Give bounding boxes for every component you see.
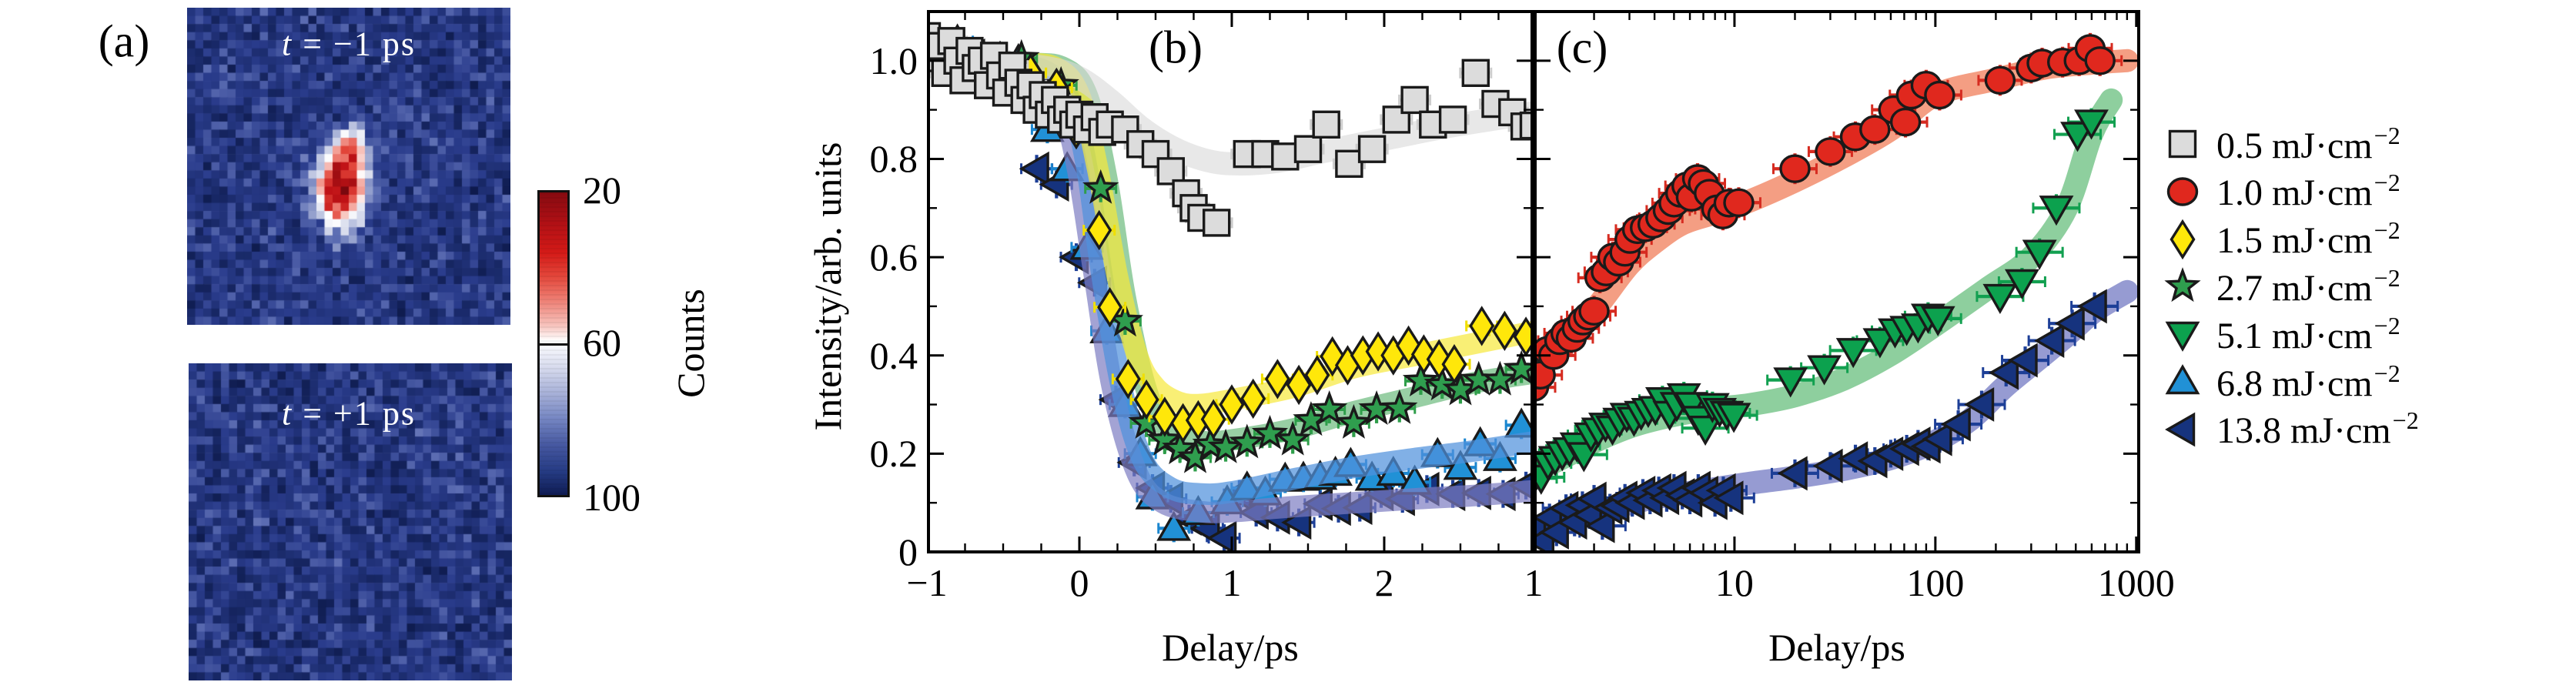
axes-ticks [927, 10, 1534, 553]
y-tick-label: 0.6 [869, 236, 918, 279]
legend-item-1.0: 1.0 mJ·cm−2 [2161, 169, 2400, 214]
legend-marker-circle-icon [2166, 177, 2199, 206]
series-5.1 mJ·cm⁻² [1534, 108, 2116, 496]
panel-c-x-axis-title: Delay/ps [1768, 626, 1905, 669]
series-0.5 mJ·cm⁻² [927, 22, 1534, 237]
panel-b-letter: (b) [1149, 22, 1203, 73]
legend-label: 2.7 mJ·cm−2 [2216, 263, 2400, 309]
x-tick-label: 1 [1524, 561, 1544, 604]
colorbar-title: Counts [669, 289, 712, 398]
colorbar-midline [540, 343, 567, 346]
legend-item-13.8: 13.8 mJ·cm−2 [2161, 406, 2419, 452]
legend-marker-tridown-icon [2165, 321, 2200, 353]
legend-label: 6.8 mJ·cm−2 [2216, 359, 2400, 404]
panel-b-x-axis-title: Delay/ps [1162, 626, 1299, 669]
legend-marker-square-icon [2168, 129, 2197, 159]
panel-c-letter: (c) [1556, 22, 1608, 73]
x-tick-label: 1000 [2097, 561, 2175, 604]
legend-label: 1.0 mJ·cm−2 [2216, 169, 2400, 214]
legend-item-2.7: 2.7 mJ·cm−2 [2161, 263, 2400, 309]
fit-1.0 [1534, 48, 2139, 383]
colorbar [537, 190, 570, 497]
legend-label: 13.8 mJ·cm−2 [2216, 406, 2419, 452]
time-value: = +1 ps [293, 394, 416, 433]
y-tick-label: 0.2 [869, 432, 918, 476]
axes-ticks [1534, 10, 2140, 553]
x-tick-label: 10 [1715, 561, 1754, 604]
x-tick-label: 1 [1222, 561, 1242, 604]
series-13.8 mJ·cm⁻² [1534, 289, 2119, 553]
panel-b-plot [927, 10, 1534, 553]
time-variable: t [282, 394, 293, 433]
colorbar-tick-20: 20 [583, 169, 621, 212]
time-value: = −1 ps [293, 25, 416, 63]
x-tick-label: 2 [1374, 561, 1394, 604]
x-tick-label: −1 [906, 561, 948, 604]
diffraction-heatmap-before [187, 8, 510, 325]
series-1.0 mJ·cm⁻² [1534, 32, 2123, 403]
legend-marker-diamond-icon [2170, 219, 2196, 259]
legend-marker-trileft-icon [2165, 412, 2196, 447]
x-tick-label: 0 [1069, 561, 1089, 604]
y-tick-label: 0 [898, 530, 918, 573]
legend-marker-star-icon [2164, 267, 2201, 303]
y-tick-label: 0.8 [869, 137, 918, 181]
colorbar-tick-100: 100 [583, 476, 641, 519]
diffraction-heatmap-after [189, 363, 512, 680]
legend-item-6.8: 6.8 mJ·cm−2 [2161, 359, 2400, 404]
time-variable: t [282, 25, 293, 63]
y-axis-title: Intensity/arb. units [806, 142, 849, 431]
y-tick-label: 0.4 [869, 333, 918, 377]
legend-label: 5.1 mJ·cm−2 [2216, 311, 2400, 356]
heatmap-title-before: t = −1 ps [282, 25, 416, 64]
legend-item-0.5: 0.5 mJ·cm−2 [2161, 121, 2400, 166]
x-tick-label: 100 [1906, 561, 1965, 604]
panel-c-plot [1534, 10, 2140, 553]
legend-label: 1.5 mJ·cm−2 [2216, 216, 2400, 262]
legend-item-1.5: 1.5 mJ·cm−2 [2161, 216, 2400, 262]
panel-a-letter: (a) [98, 15, 150, 67]
colorbar-tick-60: 60 [583, 321, 621, 364]
legend-item-5.1: 5.1 mJ·cm−2 [2161, 311, 2400, 356]
legend-marker-triup-icon [2165, 364, 2200, 395]
series-2.7 mJ·cm⁻² [932, 32, 1534, 473]
heatmap-title-after: t = +1 ps [282, 394, 416, 433]
legend-label: 0.5 mJ·cm−2 [2216, 121, 2400, 166]
y-tick-label: 1.0 [869, 38, 918, 82]
